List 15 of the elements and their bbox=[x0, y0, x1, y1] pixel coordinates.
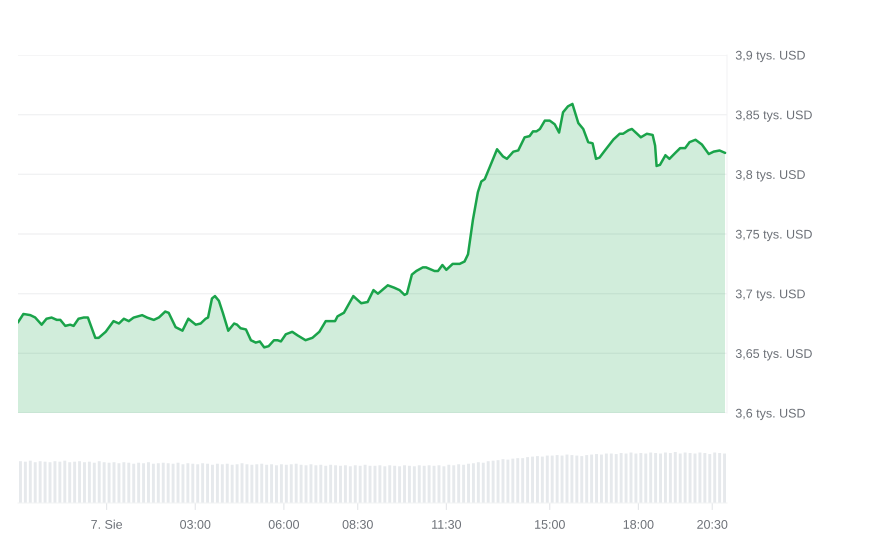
x-tick-label: 20:30 bbox=[697, 520, 728, 529]
x-tick-label: 06:00 bbox=[268, 520, 300, 529]
y-tick-label: 3,9 tys. USD bbox=[736, 50, 805, 62]
x-tick-label: 18:00 bbox=[624, 520, 654, 529]
y-tick-label: 3,6 tys. USD bbox=[736, 408, 805, 420]
y-tick-label: 3,85 tys. USD bbox=[736, 110, 812, 122]
x-tick-label: 11:30 bbox=[432, 520, 462, 529]
x-tick-label: 03:00 bbox=[180, 520, 210, 529]
y-tick-label: 3,7 tys. USD bbox=[736, 289, 805, 301]
x-tick-label: 15:00 bbox=[535, 520, 565, 529]
y-tick-label: 3,8 tys. USD bbox=[736, 170, 805, 182]
y-tick-label: 3,65 tys. USD bbox=[736, 349, 812, 360]
y-tick-label: 3,75 tys. USD bbox=[736, 230, 812, 242]
x-tick-label: 7. Sie bbox=[91, 520, 122, 529]
x-tick-label: 08:30 bbox=[342, 520, 373, 529]
